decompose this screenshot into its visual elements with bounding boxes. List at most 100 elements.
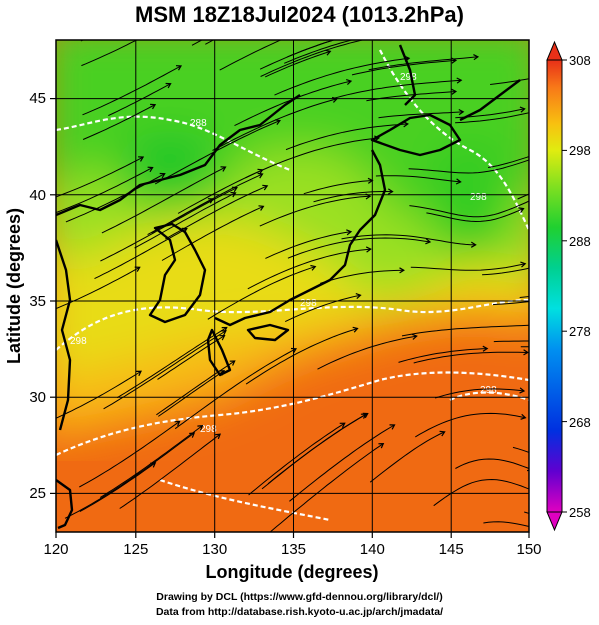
contour-line xyxy=(379,49,529,231)
streamline-arrowhead xyxy=(594,337,598,342)
streamline-arrowhead xyxy=(520,413,527,420)
streamline-arrowhead xyxy=(451,88,458,95)
streamline-arrowhead xyxy=(219,334,226,341)
colorbar-tick-label: 258 xyxy=(569,505,591,520)
x-axis-title: Longitude (degrees) xyxy=(205,562,378,582)
streamline-arrowhead xyxy=(387,188,394,195)
streamline xyxy=(64,432,195,519)
coastline-hokkaido xyxy=(370,113,462,157)
y-tick-label: 40 xyxy=(29,187,46,204)
streamline-arrowhead xyxy=(519,387,526,394)
streamline xyxy=(80,40,85,42)
streamline-arrowhead xyxy=(207,198,214,204)
streamline xyxy=(535,373,599,379)
streamline xyxy=(490,78,529,85)
coastline-taiwan xyxy=(56,479,74,530)
coastline-kyushu xyxy=(206,328,232,377)
contour-label: 298 xyxy=(480,385,497,396)
coastline-korea xyxy=(148,222,207,324)
contour-line xyxy=(56,298,529,351)
y-tick-label: 45 xyxy=(29,90,46,107)
streamline xyxy=(191,40,203,46)
streamline-arrowhead xyxy=(258,205,265,211)
streamline xyxy=(174,348,297,430)
x-tick-label: 130 xyxy=(202,541,227,558)
streamline-arrowhead xyxy=(346,229,353,236)
streamline-arrowhead xyxy=(197,425,204,431)
streamline xyxy=(535,355,599,363)
x-tick-label: 125 xyxy=(123,541,148,558)
streamline xyxy=(378,111,464,119)
streamline-arrowhead xyxy=(520,261,527,268)
x-tick-labels: 120 125 130 135 140 145 150 xyxy=(43,541,541,558)
streamline xyxy=(81,40,138,67)
colorbar-lower-arrow xyxy=(546,511,563,532)
streamline-arrowhead xyxy=(470,241,477,248)
streamline-arrowhead xyxy=(458,108,465,116)
coastline-shikoku xyxy=(246,323,290,342)
streamline-arrowhead xyxy=(565,256,570,261)
streamline-arrowhead xyxy=(455,178,462,185)
streamline-arrowhead xyxy=(456,77,463,84)
y-axis-title: Latitude (degrees) xyxy=(4,208,24,364)
streamline xyxy=(317,335,417,370)
streamline xyxy=(433,478,529,507)
streamline xyxy=(260,40,365,77)
streamline xyxy=(245,328,358,385)
streamline xyxy=(287,237,431,259)
coastlines xyxy=(56,44,521,530)
streamline xyxy=(177,169,263,214)
streamline xyxy=(410,263,526,271)
streamline xyxy=(409,200,529,218)
streamline xyxy=(56,370,142,419)
streamline xyxy=(320,269,404,284)
streamline-arrowhead xyxy=(174,420,181,427)
contour-line xyxy=(159,478,331,522)
streamline-arrowhead xyxy=(352,326,359,333)
streamline xyxy=(219,40,282,71)
streamline xyxy=(161,205,264,261)
streamline-arrowhead xyxy=(220,330,227,336)
streamline-arrowhead xyxy=(425,238,432,245)
credit-drawing: Drawing by DCL (https://www.gfd-dennou.o… xyxy=(156,591,443,603)
streamline-arrowhead xyxy=(346,79,353,86)
streamline xyxy=(398,348,488,363)
streamline xyxy=(493,340,529,343)
streamline xyxy=(259,195,371,227)
streamline-arrowhead xyxy=(404,30,409,35)
colorbar: 308 298 288 278 268 258 xyxy=(546,40,591,532)
streamline xyxy=(212,98,338,151)
streamline-arrowhead xyxy=(577,535,582,540)
streamline-arrowhead xyxy=(399,267,405,274)
x-tick-label: 135 xyxy=(281,541,306,558)
coastline-sakhalin xyxy=(398,44,417,106)
coastline-china xyxy=(56,239,72,431)
y-tick-label: 30 xyxy=(29,389,46,406)
y-tick-label: 25 xyxy=(29,485,46,502)
map-title: MSM 18Z18Jul2024 (1013.2hPa) xyxy=(135,2,464,27)
coastline-honshu xyxy=(214,149,387,327)
streamline xyxy=(369,431,445,483)
streamline-arrowhead xyxy=(375,32,380,37)
streamline-arrowhead xyxy=(138,156,145,162)
streamline-arrowhead xyxy=(134,266,141,272)
streamline-arrowhead xyxy=(411,333,418,340)
streamline xyxy=(368,56,478,71)
streamline xyxy=(303,180,373,195)
colorbar-upper-arrow xyxy=(546,40,563,61)
credit-data-source: Data from http://database.rish.kyoto-u.a… xyxy=(155,606,444,618)
streamline xyxy=(245,137,379,179)
streamline-arrowhead xyxy=(389,424,396,430)
streamline xyxy=(103,330,227,410)
contour-line xyxy=(56,371,529,456)
colorbar-ramp xyxy=(546,59,563,513)
streamline xyxy=(261,413,368,490)
streamline xyxy=(375,175,461,183)
streamline xyxy=(483,521,529,527)
streamline-arrowhead xyxy=(451,57,458,64)
contour-label: 288 xyxy=(190,118,207,129)
streamline xyxy=(415,412,526,438)
streamline-arrowhead xyxy=(348,13,353,18)
streamline-arrowhead xyxy=(523,349,529,356)
